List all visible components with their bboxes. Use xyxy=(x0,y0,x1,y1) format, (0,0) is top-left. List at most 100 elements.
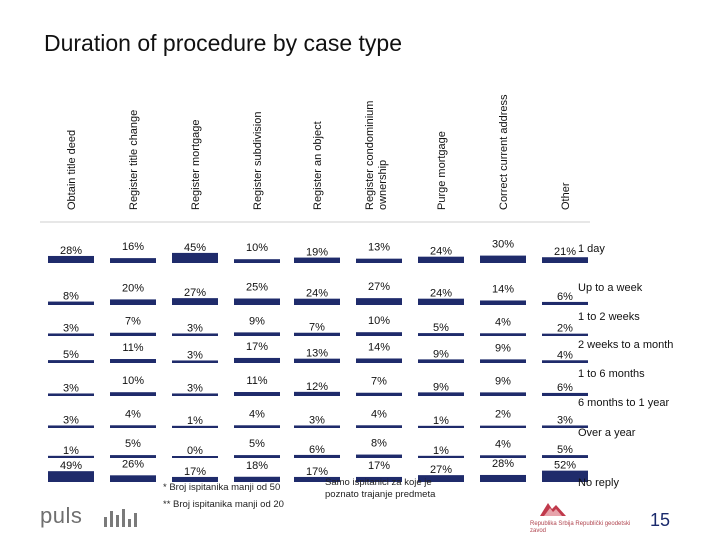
bar-segment xyxy=(48,393,94,396)
legend-entry: 2 weeks to a month xyxy=(578,339,673,351)
bar-segment xyxy=(110,299,156,305)
puls-logo-text: puls xyxy=(40,503,83,528)
legend-entry: 1 to 6 months xyxy=(578,368,645,380)
bar-segment xyxy=(418,425,464,428)
bar-segment xyxy=(356,392,402,396)
data-label: 17% xyxy=(184,466,206,478)
data-label: 20% xyxy=(122,282,144,294)
bar-segment xyxy=(356,476,402,482)
data-label: 11% xyxy=(246,375,267,387)
data-label: 5% xyxy=(433,322,449,334)
bar-segment xyxy=(48,301,94,305)
bar-segment xyxy=(294,298,340,305)
bar-segment xyxy=(110,455,156,458)
bar-segment xyxy=(418,455,464,458)
data-label: 6% xyxy=(309,444,325,456)
data-label: 24% xyxy=(430,288,452,300)
bar-segment xyxy=(418,359,464,363)
legend-entry: Over a year xyxy=(578,427,636,439)
category-label: Other xyxy=(560,182,572,210)
bar-segment xyxy=(480,474,526,482)
category-label: ownership xyxy=(377,160,389,210)
category-label: Register condominium xyxy=(364,101,376,210)
bar-segment xyxy=(542,392,588,396)
data-label: 28% xyxy=(492,458,514,470)
bar-segment xyxy=(480,359,526,363)
bar-segment xyxy=(48,425,94,428)
bar-segment xyxy=(542,333,588,336)
bar-segment xyxy=(356,425,402,428)
agency-name: Republika Srbija Republički geodetski za… xyxy=(530,521,631,534)
bar-segment xyxy=(172,333,218,336)
data-label: 17% xyxy=(306,466,328,478)
bar-segment xyxy=(172,456,218,458)
data-label: 5% xyxy=(557,444,573,456)
bar-segment xyxy=(480,333,526,336)
bar-segment xyxy=(294,332,340,336)
data-label: 26% xyxy=(122,458,144,470)
data-label: 14% xyxy=(368,341,390,353)
bar-segment xyxy=(48,360,94,363)
footnote-double: ** Broj ispitanika manji od 20 xyxy=(163,499,284,510)
bar-segment xyxy=(418,475,464,482)
bar-segment xyxy=(294,454,340,458)
bar-segment xyxy=(356,332,402,336)
data-label: 9% xyxy=(495,342,511,354)
footnote-double-text: Broj ispitanika manji od 20 xyxy=(173,499,284,510)
data-label: 9% xyxy=(433,381,449,393)
legend-entry: 1 to 2 weeks xyxy=(578,311,640,323)
data-label: 1% xyxy=(63,445,79,457)
data-label: 27% xyxy=(368,281,390,293)
bar-segment xyxy=(172,360,218,363)
bar-segment xyxy=(48,455,94,458)
footnote-note-line2: poznato trajanje predmeta xyxy=(325,489,436,500)
bar-segment xyxy=(110,332,156,336)
data-label: 3% xyxy=(63,414,79,426)
data-label: 8% xyxy=(63,291,79,303)
bar-segment xyxy=(418,392,464,396)
data-label: 28% xyxy=(60,245,82,257)
data-label: 4% xyxy=(495,316,511,328)
bar-segment xyxy=(234,425,280,428)
data-label: 4% xyxy=(125,408,141,420)
data-label: 7% xyxy=(309,322,325,334)
bar-segment xyxy=(234,298,280,305)
bar-segment xyxy=(172,252,218,263)
data-label: 1% xyxy=(433,445,449,457)
bar-segment xyxy=(294,391,340,396)
bar-segment xyxy=(172,476,218,482)
data-label: 4% xyxy=(249,408,265,420)
data-label: 52% xyxy=(554,460,576,472)
bar-segment xyxy=(234,476,280,482)
data-label: 49% xyxy=(60,460,82,472)
data-label: 13% xyxy=(368,242,390,254)
category-label: Register mortgage xyxy=(190,120,202,211)
bar-segment xyxy=(542,455,588,458)
bar-segment xyxy=(542,470,588,482)
data-label: 16% xyxy=(122,241,144,253)
data-label: 0% xyxy=(187,445,203,457)
data-label: 17% xyxy=(246,341,268,353)
legend-entry: Up to a week xyxy=(578,282,643,294)
data-label: 21% xyxy=(554,246,576,258)
data-label: 7% xyxy=(371,376,387,388)
data-label: 1% xyxy=(433,415,449,427)
data-label: 6% xyxy=(557,291,573,303)
bar-segment xyxy=(110,392,156,396)
data-label: 11% xyxy=(122,342,143,354)
data-label: 9% xyxy=(249,315,265,327)
bar-segment xyxy=(234,332,280,336)
category-label: Register title change xyxy=(128,110,140,210)
data-label: 3% xyxy=(557,414,573,426)
data-label: 4% xyxy=(557,349,573,361)
legend-entry: 1 day xyxy=(578,243,605,255)
bar-segment xyxy=(542,360,588,363)
data-label: 13% xyxy=(306,348,328,360)
data-label: 45% xyxy=(184,242,206,254)
data-label: 5% xyxy=(125,438,141,450)
bar-segment xyxy=(48,255,94,263)
data-label: 8% xyxy=(371,438,387,450)
bar-segment xyxy=(234,259,280,263)
footnote-single-text: Broj ispitanika manji od 50 xyxy=(169,482,281,493)
chart-title: Duration of procedure by case type xyxy=(44,30,402,56)
